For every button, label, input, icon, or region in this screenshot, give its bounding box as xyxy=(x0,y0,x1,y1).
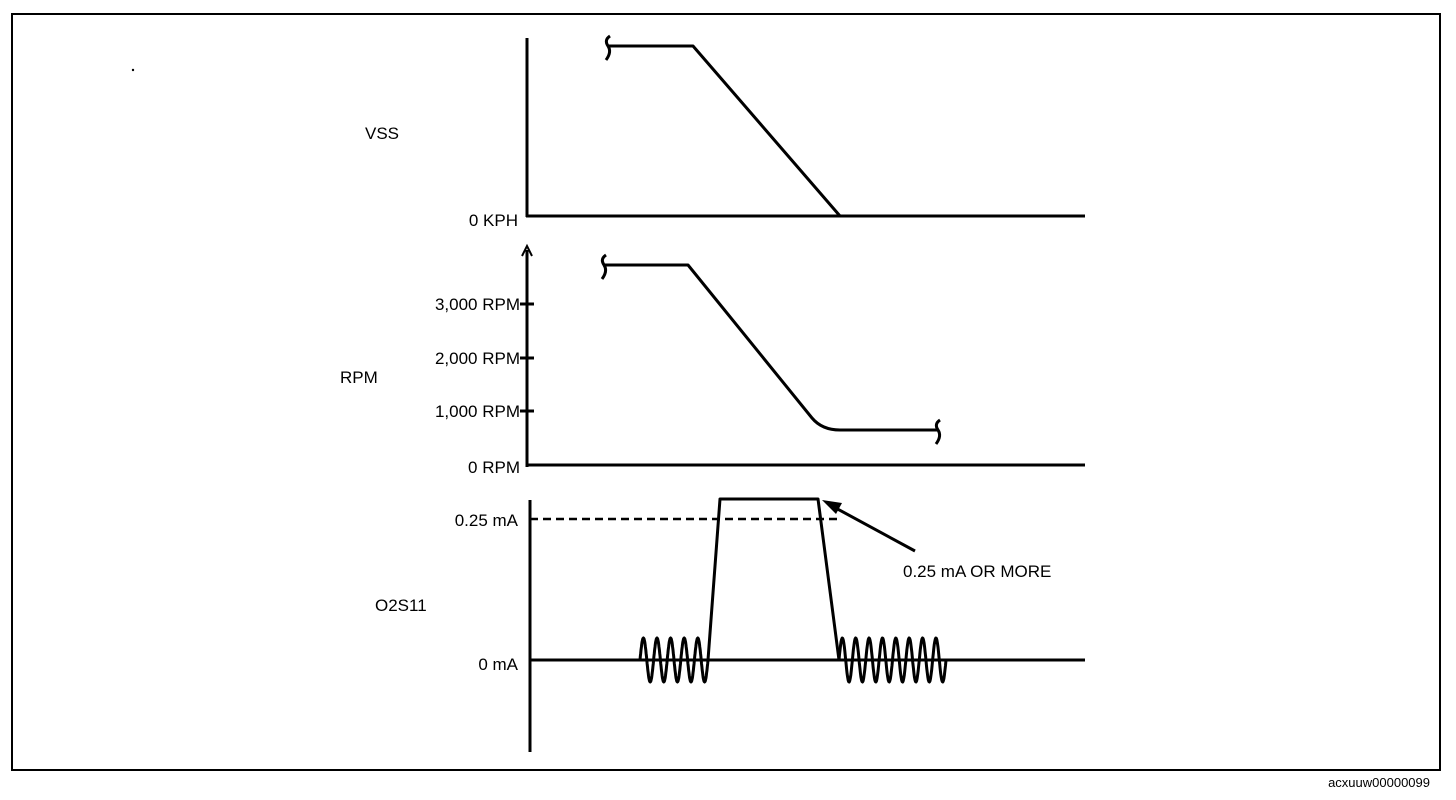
vss-trace xyxy=(607,44,842,217)
rpm-panel: RPM 3,000 RPM 2,000 RPM 1,000 RPM 0 RPM xyxy=(340,243,1085,477)
vss-break-mark xyxy=(604,34,612,61)
rpm-tick-0: 0 RPM xyxy=(468,458,520,477)
rpm-tick-1000: 1,000 RPM xyxy=(435,402,520,421)
vss-label: VSS xyxy=(365,124,399,143)
o2s11-annotation: 0.25 mA OR MORE xyxy=(903,562,1051,581)
rpm-axis-arrow xyxy=(521,243,533,257)
o2s11-panel: O2S11 0.25 mA 0 mA 0.25 mA OR MORE xyxy=(375,497,1085,752)
o2s11-tick-0: 0 mA xyxy=(478,655,518,674)
diagram-border xyxy=(11,13,1441,771)
vss-tick-0: 0 KPH xyxy=(469,211,518,230)
rpm-break-mark-start xyxy=(600,253,608,280)
o2s11-label: O2S11 xyxy=(375,596,427,615)
o2s11-tick-025: 0.25 mA xyxy=(455,511,519,530)
vss-panel: VSS 0 KPH xyxy=(365,34,1085,230)
figure-code: acxuuw00000099 xyxy=(1328,775,1430,790)
o2s11-oscillation-after xyxy=(837,636,948,684)
stray-dot xyxy=(131,68,135,72)
o2s11-pulse-trace xyxy=(706,497,841,661)
annotation-arrow-head xyxy=(822,500,842,514)
rpm-break-mark-end xyxy=(934,418,942,445)
rpm-trace xyxy=(604,263,938,432)
rpm-tick-2000: 2,000 RPM xyxy=(435,349,520,368)
o2s11-oscillation-before xyxy=(638,636,710,684)
rpm-tick-3000: 3,000 RPM xyxy=(435,295,520,314)
annotation-arrow-line xyxy=(831,504,916,553)
rpm-label: RPM xyxy=(340,368,378,387)
